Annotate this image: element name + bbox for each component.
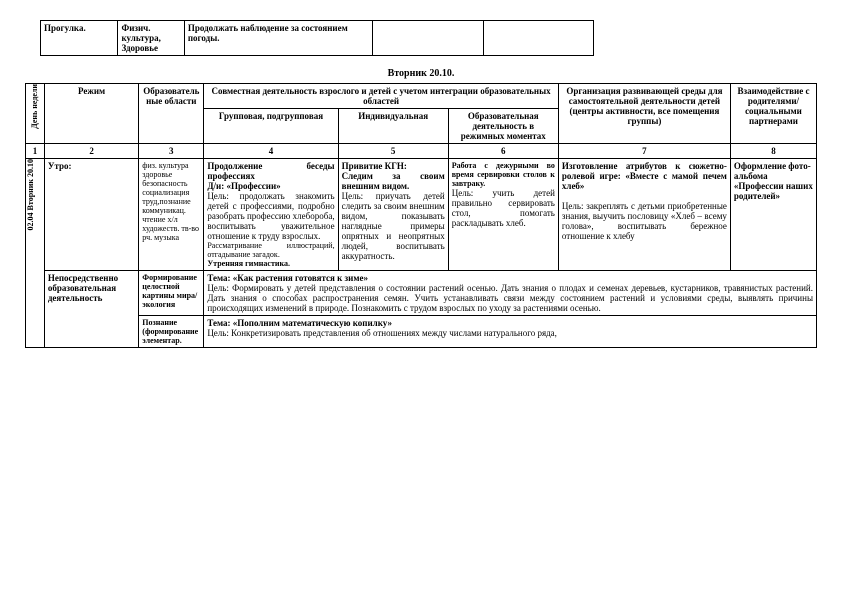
tema1-txt: Цель: Формировать у детей представления … [207, 283, 813, 313]
n3: 3 [139, 144, 204, 159]
c5-t1: Привитие КГН: [342, 161, 445, 171]
areas-morning: физ. культура здоровье безопасность соци… [139, 159, 204, 271]
head-col4: Групповая, подгрупповая [204, 109, 338, 144]
n7: 7 [558, 144, 730, 159]
n2: 2 [44, 144, 138, 159]
c5-t3: Цель: приучать детей следить за своим вн… [342, 191, 445, 261]
head-col7: Организация развивающей среды для самост… [558, 84, 730, 144]
row-nod-1: Непосредственно образовательная деятельн… [26, 271, 817, 316]
top-table: Прогулка. Физич. культура, Здоровье Прод… [40, 20, 594, 56]
c4-t2: Д/и: «Профессии» [207, 181, 334, 191]
header-numbers: 1 2 3 4 5 6 7 8 [26, 144, 817, 159]
nod2-content: Тема: «Пополним математическую копилку» … [204, 316, 817, 348]
n5: 5 [338, 144, 448, 159]
c4-t5: Утренняя гимнастика. [207, 259, 334, 268]
head-col6: Образовательная деятельность в режимных … [448, 109, 558, 144]
head-col1: День недели [30, 84, 39, 129]
morning-group: Продолжение беседы профессиях Д/и: «Проф… [204, 159, 338, 271]
day-title: Вторник 20.10. [25, 68, 817, 79]
regime-morning: Утро: [44, 159, 138, 271]
head-merge-top: Совместная деятельность взрослого и дете… [204, 84, 559, 109]
head-col3: Образовательные области [139, 84, 204, 144]
tema1: Тема: «Как растения готовятся к зиме» [207, 273, 368, 283]
c5-t2: Следим за своим внешним видом. [342, 171, 445, 191]
top-c5 [483, 21, 594, 56]
morning-indiv: Привитие КГН: Следим за своим внешним ви… [338, 159, 448, 271]
c7-t1: Изготовление атрибутов к сюжетно-ролевой… [562, 161, 727, 191]
c4-t1: Продолжение беседы профессиях [207, 161, 334, 181]
n8: 8 [730, 144, 816, 159]
tema2: Тема: «Пополним математическую копилку» [207, 318, 392, 328]
tema2-txt: Цель: Конкретизировать представления об … [207, 328, 557, 338]
nod1-content: Тема: «Как растения готовятся к зиме» Це… [204, 271, 817, 316]
c6-t1: Работа с дежурными во время сервировки с… [452, 161, 555, 188]
n4: 4 [204, 144, 338, 159]
morning-env: Изготовление атрибутов к сюжетно-ролевой… [558, 159, 730, 271]
c8-t1: Оформление фото- альбома «Профессии наши… [734, 161, 813, 201]
morning-regime: Работа с дежурными во время сервировки с… [448, 159, 558, 271]
c4-t3: Цель: продолжать знакомить детей с профе… [207, 191, 334, 241]
n1: 1 [26, 144, 45, 159]
main-table: День недели Режим Образовательные област… [25, 83, 817, 348]
head-col2: Режим [44, 84, 138, 144]
row-nod-2: Познание (формирование элементар. Тема: … [26, 316, 817, 348]
top-c1: Прогулка. [41, 21, 118, 56]
n6: 6 [448, 144, 558, 159]
head-col8: Взаимодействие с родителями/ социальными… [730, 84, 816, 144]
morning-parents: Оформление фото- альбома «Профессии наши… [730, 159, 816, 271]
top-c3: Продолжать наблюдение за состоянием пого… [184, 21, 372, 56]
areas-nod2: Познание (формирование элементар. [139, 316, 204, 348]
side-date: 02.04 Вторник 20.10 [26, 159, 35, 230]
top-c2: Физич. культура, Здоровье [118, 21, 184, 56]
c6-t2: Цель: учить детей правильно сервировать … [452, 188, 555, 228]
header-row-1: День недели Режим Образовательные област… [26, 84, 817, 109]
c4-t4: Рассматривание иллюстраций, отгадывание … [207, 241, 334, 259]
regime-nod: Непосредственно образовательная деятельн… [44, 271, 138, 348]
head-col5: Индивидуальная [338, 109, 448, 144]
areas-nod1: Формирование целостной картины мира/экол… [139, 271, 204, 316]
row-morning: 02.04 Вторник 20.10 Утро: физ. культура … [26, 159, 817, 271]
c7-t2: Цель: закреплять с детьми приобретенные … [562, 201, 727, 241]
top-c4 [373, 21, 484, 56]
